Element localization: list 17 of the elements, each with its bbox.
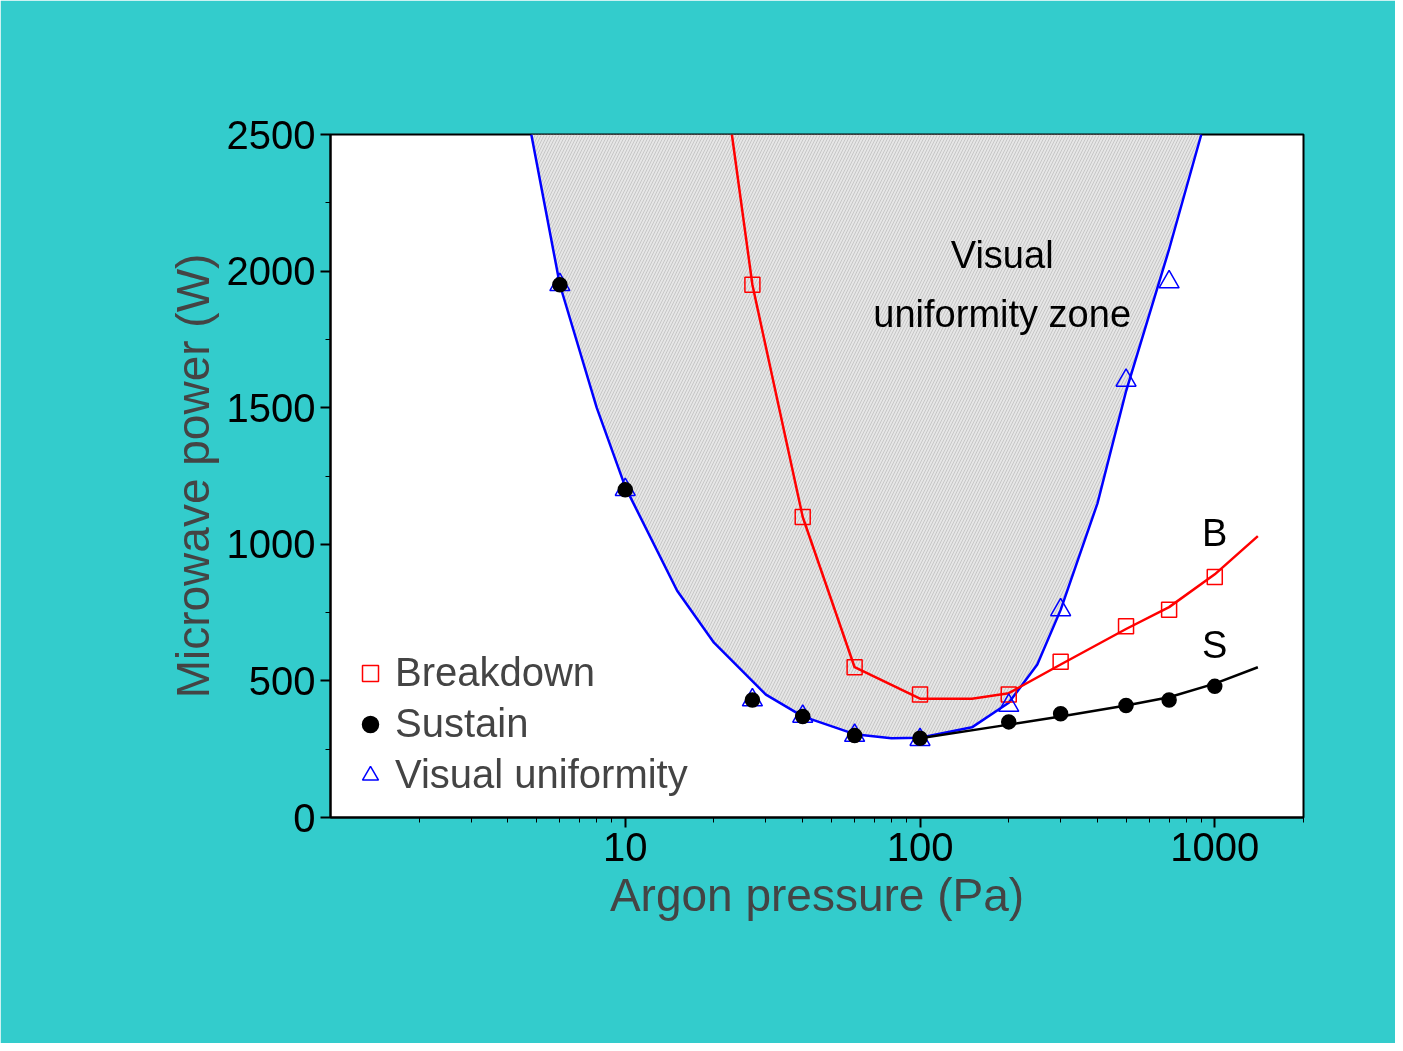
y-tick-label: 1000 — [226, 522, 316, 567]
x-tick-label: 1000 — [1170, 824, 1260, 869]
x-tick-label: 100 — [886, 824, 954, 869]
x-axis-title: Argon pressure (Pa) — [609, 868, 1025, 921]
x-tick-label: 10 — [603, 824, 648, 869]
legend-label: Sustain — [395, 701, 529, 746]
annotation: S — [1202, 624, 1228, 667]
y-tick-label: 2000 — [226, 249, 316, 294]
y-tick-label: 1500 — [226, 385, 316, 430]
y-tick-label: 0 — [293, 795, 316, 840]
y-axis-title: Microwave power (W) — [166, 253, 219, 699]
legend-label: Breakdown — [395, 650, 596, 695]
y-tick-label: 2500 — [226, 112, 316, 157]
legend-label: Visual uniformity — [395, 752, 688, 797]
annotation: Visual uniformity zone — [873, 234, 1132, 336]
y-tick-label: 500 — [248, 658, 316, 703]
annotation: B — [1202, 512, 1228, 555]
